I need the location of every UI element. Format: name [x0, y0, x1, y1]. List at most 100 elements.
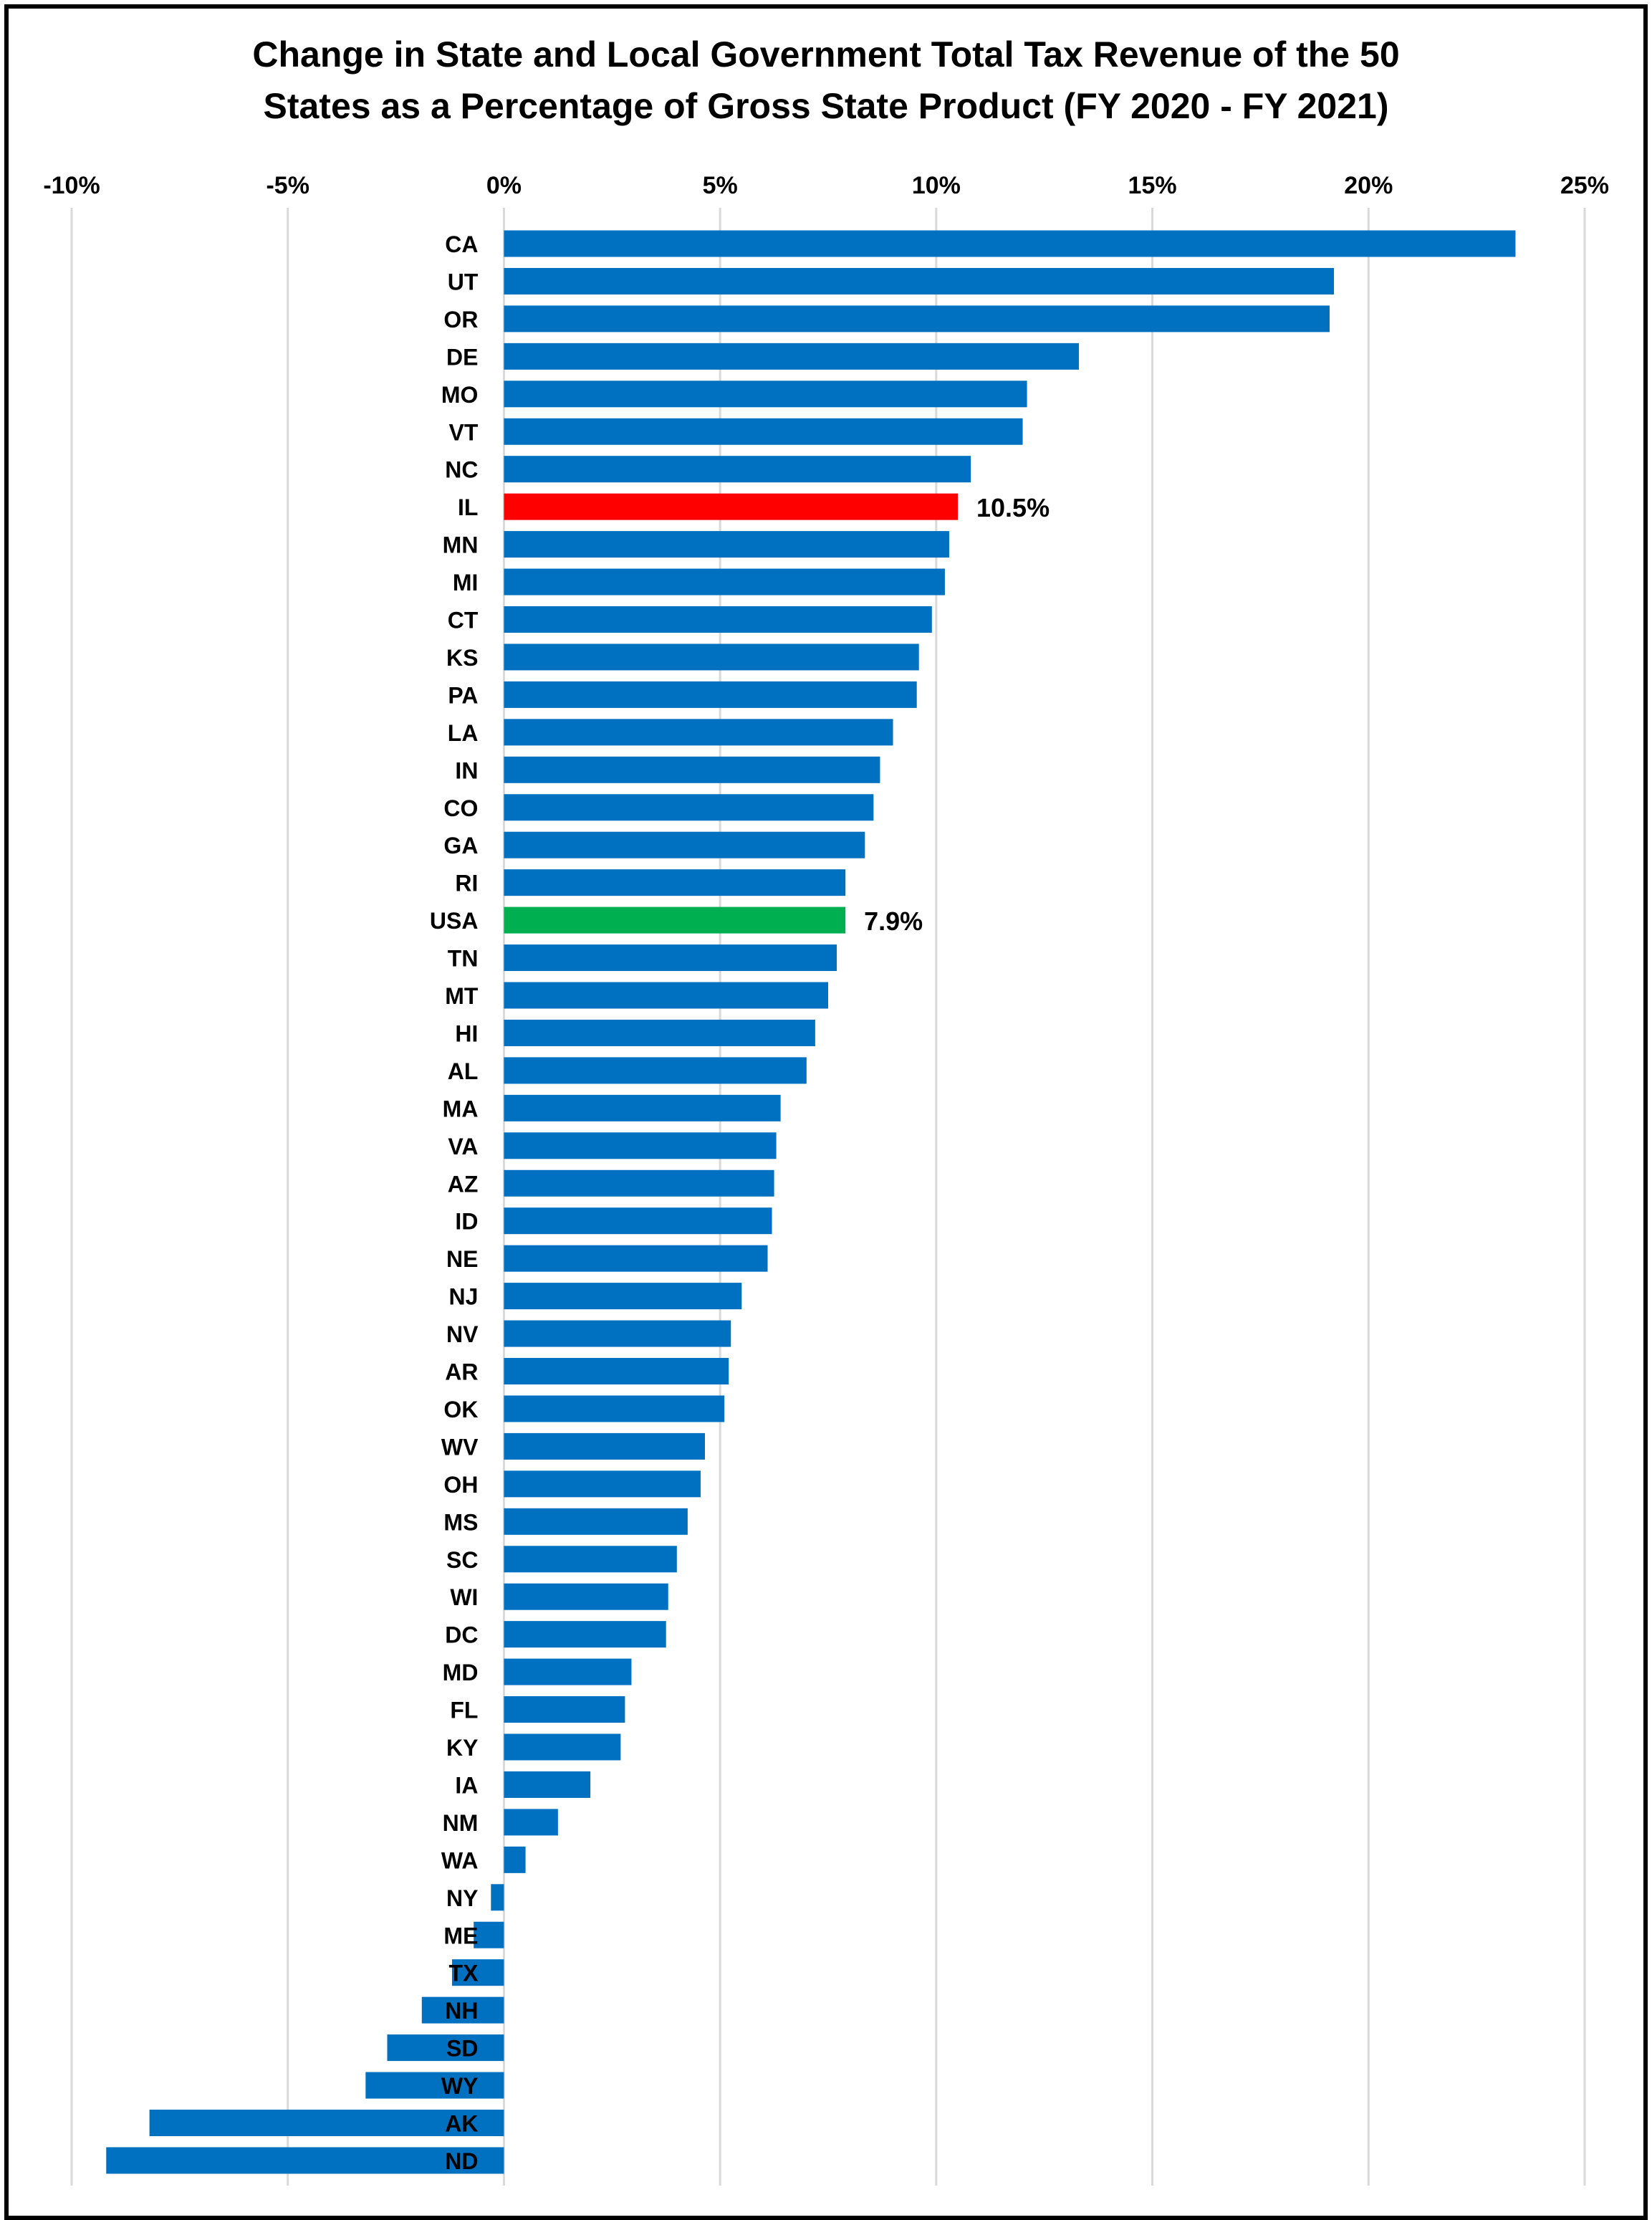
- x-tick-label: 15%: [1128, 172, 1177, 199]
- bar-mn: [504, 531, 949, 558]
- x-tick-label: 5%: [703, 172, 738, 199]
- bar-mo: [504, 381, 1027, 408]
- category-label: TX: [449, 1961, 479, 1986]
- bar-ms: [504, 1508, 688, 1535]
- bar-mt: [504, 982, 828, 1009]
- bar-wi: [504, 1583, 668, 1610]
- bar-il: [504, 493, 959, 520]
- bar-ny: [491, 1884, 504, 1911]
- category-label: VA: [448, 1134, 478, 1159]
- category-label: CO: [443, 795, 478, 821]
- category-label: KY: [446, 1735, 478, 1761]
- category-label: TN: [448, 946, 479, 972]
- x-tick-label: 20%: [1344, 172, 1393, 199]
- category-label: NH: [445, 1998, 478, 2024]
- category-label: MS: [443, 1509, 478, 1535]
- chart-title-line-2: States as a Percentage of Gross State Pr…: [263, 86, 1389, 126]
- category-label: WA: [441, 1847, 479, 1873]
- bar-sc: [504, 1546, 677, 1573]
- bar-ar: [504, 1358, 729, 1384]
- category-label: OK: [443, 1397, 478, 1422]
- category-label: MA: [443, 1096, 479, 1121]
- bar-in: [504, 756, 880, 783]
- category-label: MO: [441, 382, 479, 408]
- category-label: NC: [445, 457, 478, 483]
- bar-al: [504, 1057, 807, 1084]
- bar-co: [504, 794, 874, 821]
- category-label: OH: [443, 1472, 478, 1498]
- category-label: ND: [445, 2148, 478, 2174]
- bar-ak: [149, 2110, 504, 2136]
- x-tick-label: 10%: [912, 172, 961, 199]
- bar-hi: [504, 1019, 815, 1046]
- bar-nv: [504, 1320, 731, 1347]
- bar-ky: [504, 1733, 621, 1761]
- category-label: MN: [443, 532, 479, 558]
- bar-ga: [504, 831, 865, 858]
- bar-pa: [504, 681, 917, 708]
- bar-nc: [504, 456, 971, 483]
- category-label: ID: [455, 1209, 478, 1235]
- x-tick-label: -5%: [266, 172, 309, 199]
- category-label: FL: [450, 1698, 478, 1723]
- bar-ca: [504, 230, 1516, 257]
- category-label: CA: [445, 231, 478, 257]
- bar-mi: [504, 568, 945, 595]
- bar-wv: [504, 1432, 706, 1460]
- data-label-usa: 7.9%: [864, 906, 923, 936]
- category-label: PA: [448, 682, 478, 708]
- category-label: GA: [443, 833, 478, 858]
- bar-ne: [504, 1245, 768, 1272]
- category-label: USA: [430, 908, 479, 934]
- category-label: NM: [443, 1810, 479, 1836]
- bar-az: [504, 1169, 774, 1197]
- bars: [106, 230, 1516, 2174]
- category-label: NE: [446, 1246, 478, 1272]
- category-label: AR: [445, 1359, 478, 1385]
- bar-sd: [387, 2034, 504, 2062]
- bar-ct: [504, 606, 932, 633]
- bar-nh: [421, 1996, 504, 2024]
- x-tick-label: 0%: [486, 172, 522, 199]
- category-labels: CA UT OR DE MO VT NC IL MN MI CT KS PA LA IN CO GA RI USA T…: [430, 231, 479, 2174]
- bar-wy: [365, 2072, 504, 2099]
- category-label: MT: [445, 983, 479, 1009]
- bar-md: [504, 1658, 632, 1685]
- bar-ks: [504, 643, 919, 671]
- category-label: DC: [445, 1622, 478, 1648]
- bar-dc: [504, 1621, 666, 1648]
- bar-id: [504, 1207, 772, 1235]
- category-label: NJ: [449, 1284, 479, 1310]
- category-label: AZ: [448, 1171, 479, 1197]
- bar-tn: [504, 944, 837, 972]
- bar-ut: [504, 267, 1335, 295]
- bar-wa: [504, 1846, 526, 1873]
- chart-title: Change in State and Local Government Tot…: [0, 29, 1652, 132]
- category-label: NY: [446, 1885, 478, 1911]
- category-label: HI: [455, 1020, 478, 1046]
- category-label: CT: [448, 608, 479, 633]
- chart-title-line-1: Change in State and Local Government Tot…: [252, 34, 1400, 75]
- category-label: DE: [446, 344, 478, 370]
- data-label-il: 10.5%: [976, 493, 1050, 522]
- category-label: RI: [455, 871, 478, 896]
- category-label: AL: [448, 1058, 479, 1084]
- bar-ia: [504, 1771, 591, 1798]
- category-label: NV: [446, 1321, 479, 1347]
- bar-me: [474, 1921, 504, 1948]
- category-label: IN: [455, 757, 478, 783]
- category-label: UT: [448, 269, 479, 295]
- bar-nj: [504, 1283, 742, 1310]
- category-label: KS: [446, 645, 478, 671]
- bar-la: [504, 719, 893, 746]
- data-labels: 10.5% 7.9%: [864, 493, 1050, 936]
- category-label: MI: [453, 570, 479, 595]
- bar-fl: [504, 1696, 625, 1723]
- x-axis-ticks: -10% -5% 0% 5% 10% 15% 20% 25%: [43, 172, 1609, 199]
- category-label: ME: [443, 1923, 478, 1948]
- bar-va: [504, 1132, 777, 1159]
- bar-usa: [504, 906, 846, 934]
- bar-nd: [106, 2147, 504, 2174]
- bar-nm: [504, 1809, 558, 1836]
